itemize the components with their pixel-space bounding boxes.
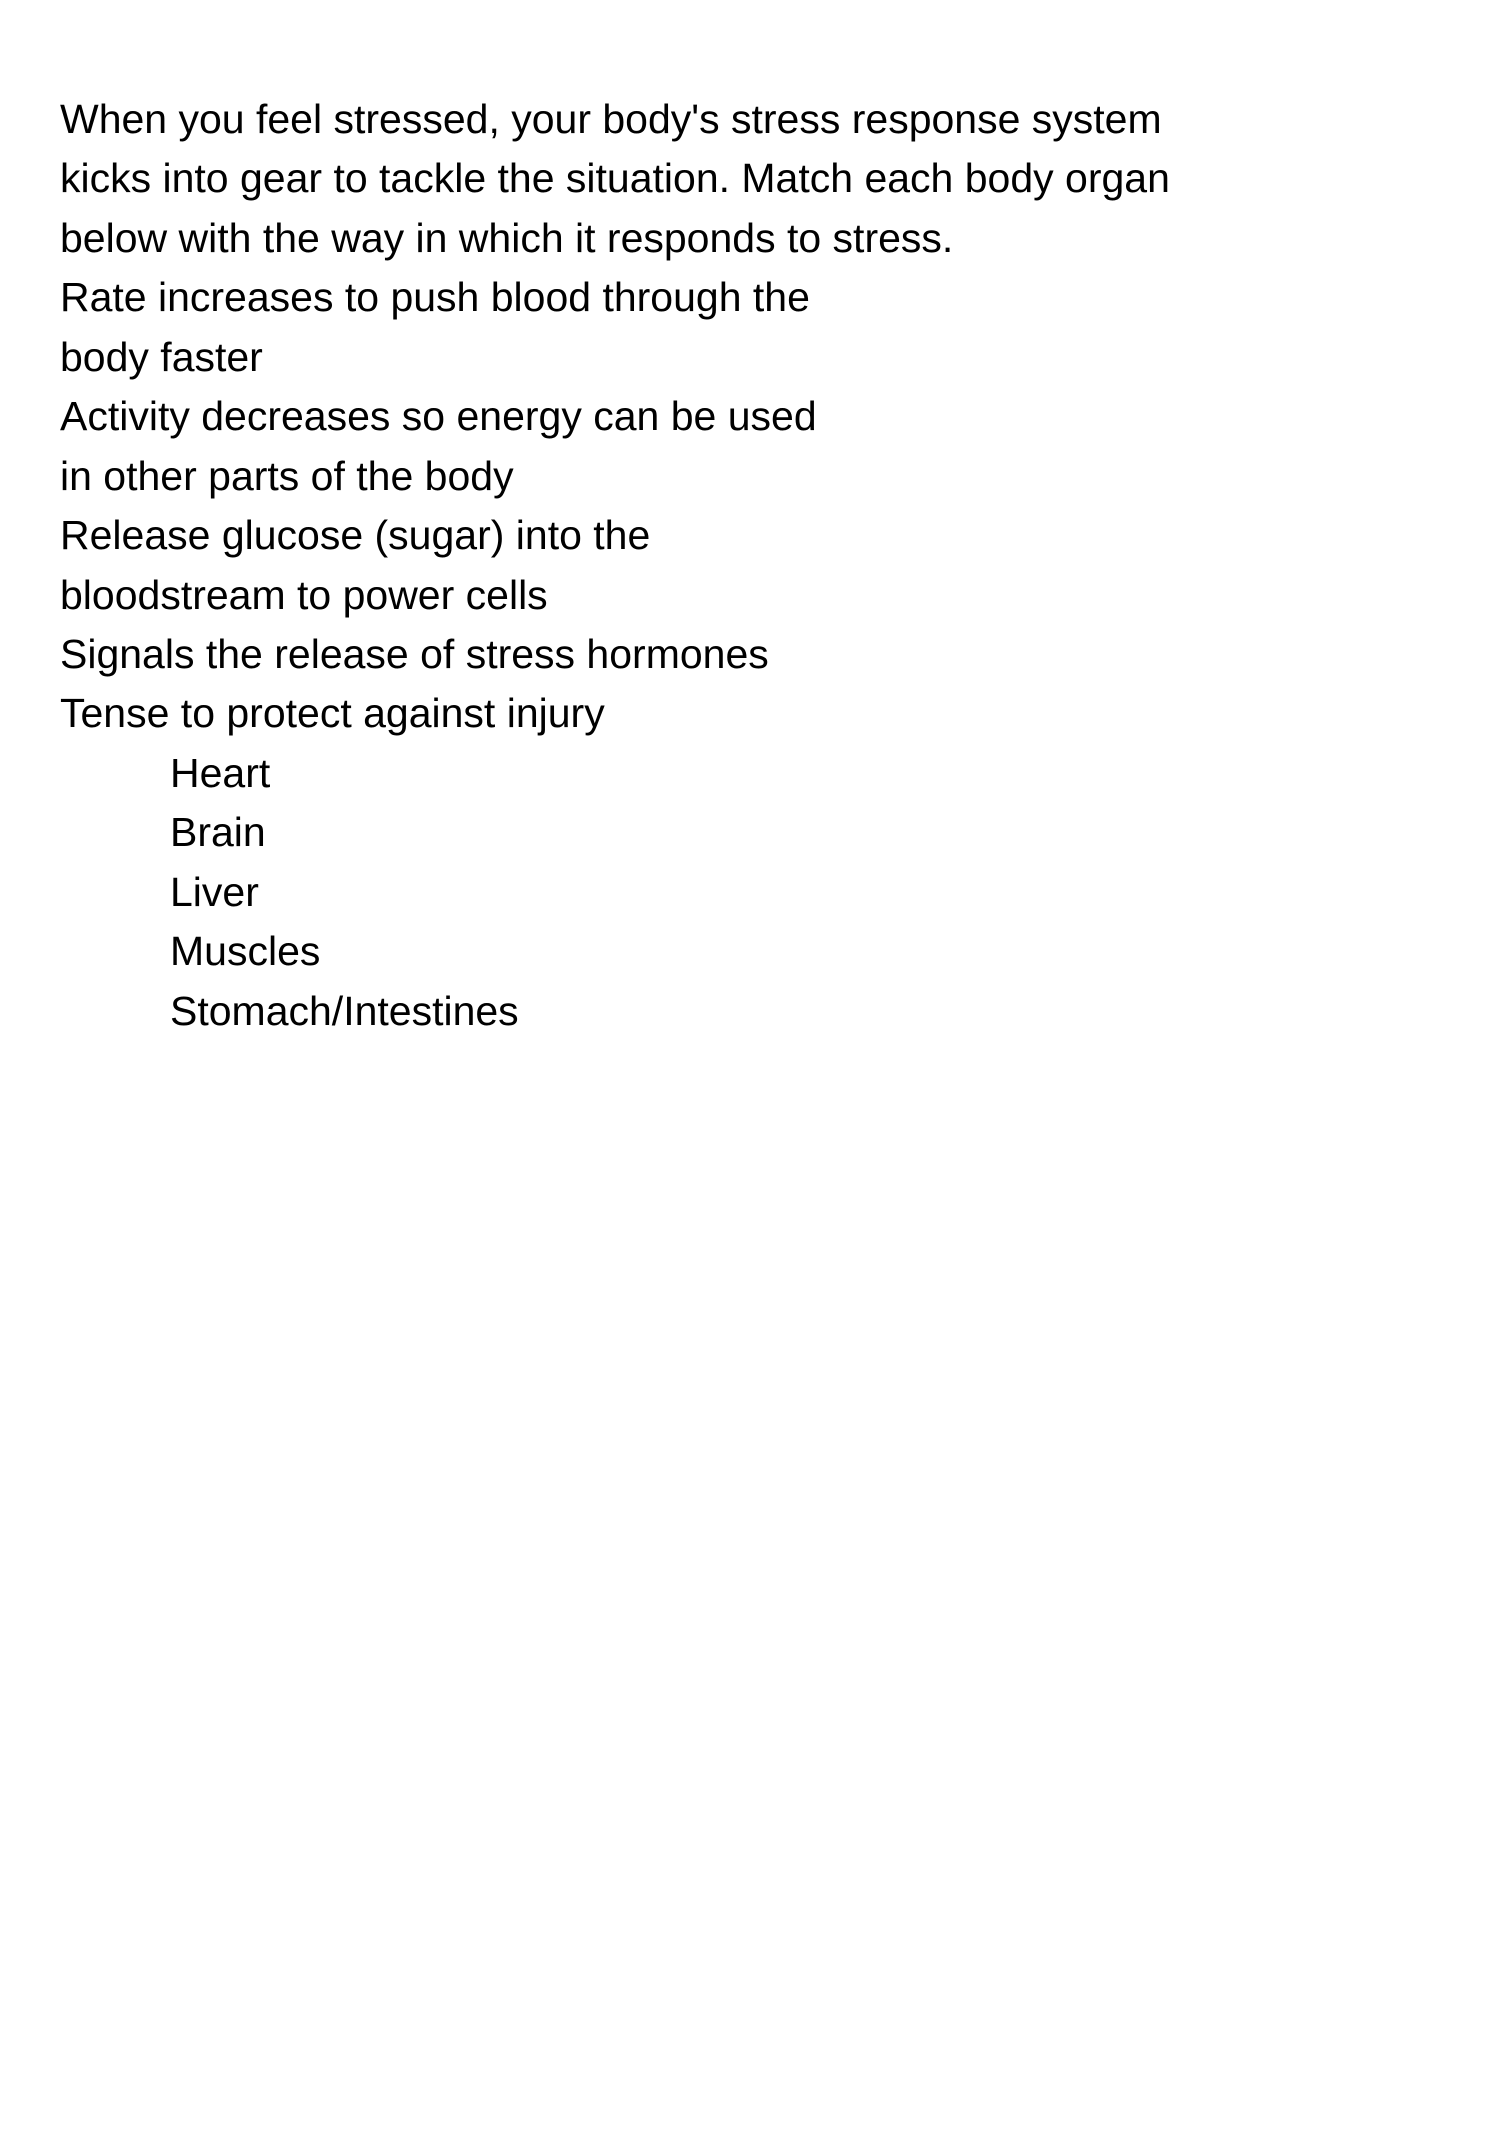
document-page: When you feel stressed, your body's stre… — [0, 0, 1500, 1101]
stress-response-item-5: Tense to protect against injury — [60, 684, 820, 743]
question-intro: When you feel stressed, your body's stre… — [60, 90, 1260, 268]
stress-response-item-4: Signals the release of stress hormones — [60, 625, 820, 684]
option-muscles: Muscles — [170, 922, 1440, 981]
stress-response-item-3: Release glucose (sugar) into the bloodst… — [60, 506, 820, 625]
stress-response-item-2: Activity decreases so energy can be used… — [60, 387, 820, 506]
answer-options: Heart Brain Liver Muscles Stomach/Intest… — [60, 744, 1440, 1041]
option-heart: Heart — [170, 744, 1440, 803]
option-brain: Brain — [170, 803, 1440, 862]
option-stomach-intestines: Stomach/Intestines — [170, 982, 1440, 1041]
stress-response-item-1: Rate increases to push blood through the… — [60, 268, 820, 387]
option-liver: Liver — [170, 863, 1440, 922]
